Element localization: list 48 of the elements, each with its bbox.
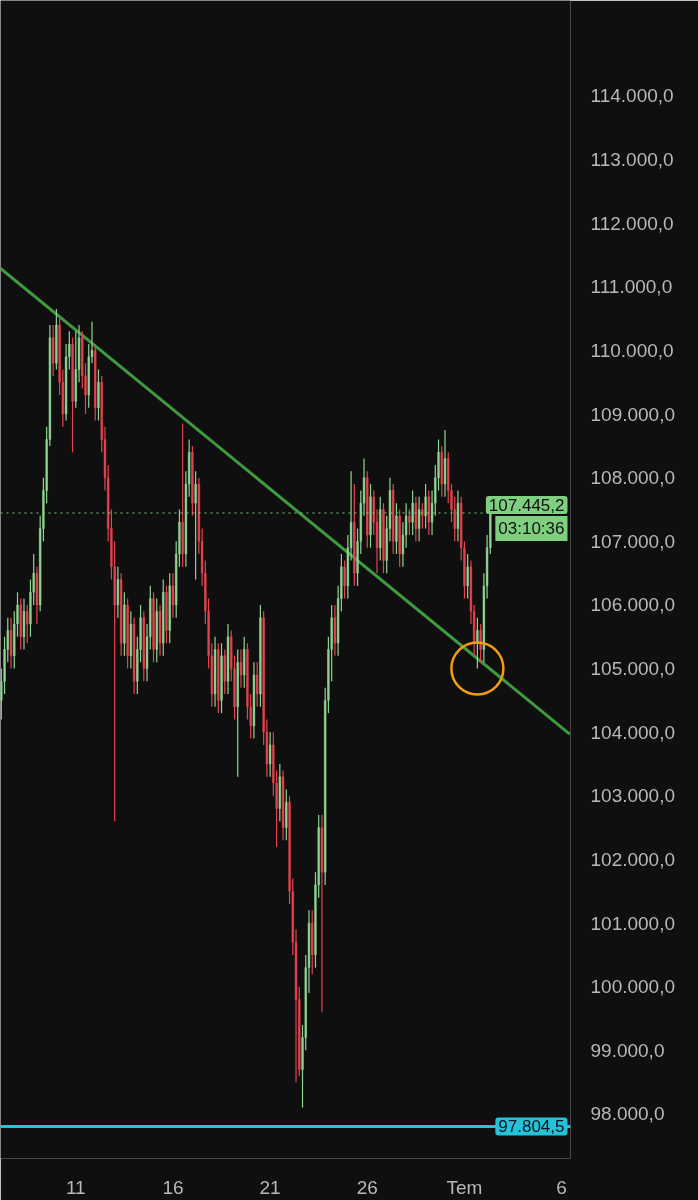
candlestick — [479, 623, 482, 663]
annotation: 03:10:36 — [498, 519, 565, 538]
candlestick — [408, 508, 411, 536]
y-tick-label: 111.000,0 — [590, 276, 673, 298]
x-tick-label: 26 — [356, 1176, 378, 1198]
y-tick-label: 98.000,0 — [590, 1103, 665, 1125]
y-tick-label: 104.000,0 — [590, 721, 676, 743]
candlestick — [194, 470, 197, 581]
y-tick-label: 103.000,0 — [590, 785, 676, 807]
candlestick — [268, 731, 272, 778]
x-tick-label: 6 — [556, 1176, 567, 1198]
ref-line-label: 107.445,2 — [488, 496, 565, 515]
candlestick — [152, 591, 155, 663]
y-tick-label: 100.000,0 — [590, 976, 676, 998]
x-tick-label: 11 — [65, 1176, 86, 1198]
y-tick-label: 106.000,0 — [590, 594, 676, 616]
candlestick — [343, 559, 346, 600]
y-tick-label: 107.000,0 — [590, 530, 676, 552]
y-tick-label: 112.000,0 — [590, 212, 674, 234]
candlestick — [424, 483, 427, 530]
y-tick-label: 99.000,0 — [590, 1039, 665, 1061]
candlestick — [71, 337, 74, 453]
y-tick-label: 114.000,0 — [590, 85, 674, 107]
x-tick-label: 16 — [162, 1176, 184, 1198]
y-tick-label: 113.000,0 — [590, 149, 674, 171]
candlestick — [97, 368, 100, 422]
y-tick-label: 101.000,0 — [590, 912, 676, 934]
y-tick-label: 105.000,0 — [590, 658, 676, 680]
candlestick — [171, 572, 175, 619]
x-tick-label: 21 — [259, 1176, 281, 1198]
candlestick — [395, 502, 398, 555]
y-tick-label: 102.000,0 — [590, 848, 676, 870]
candlestick — [26, 604, 29, 644]
candlestick — [411, 489, 414, 536]
candlestick — [256, 661, 259, 708]
y-tick-label: 109.000,0 — [590, 403, 676, 425]
ref-line-label: 97.804,5 — [498, 1117, 565, 1137]
candlestick — [239, 648, 243, 689]
candlestick — [476, 617, 479, 670]
y-tick-label: 110.000,0 — [590, 339, 674, 361]
candlestick — [382, 502, 385, 574]
x-tick-label: Tem — [446, 1176, 483, 1198]
candlestick — [466, 553, 469, 600]
candlestick — [421, 502, 424, 530]
candlestick — [369, 483, 372, 549]
y-tick-label: 108.000,0 — [590, 467, 676, 489]
candlestick — [165, 585, 168, 644]
candlestick — [220, 642, 223, 714]
